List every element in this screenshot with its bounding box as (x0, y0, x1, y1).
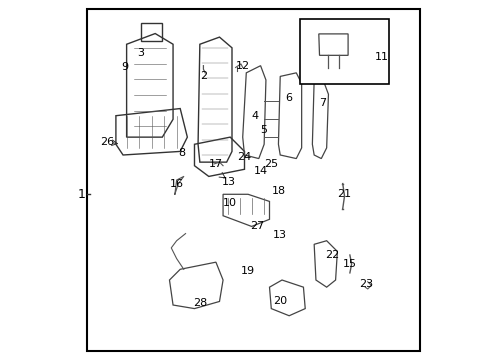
Text: 22: 22 (324, 250, 339, 260)
Text: 24: 24 (237, 152, 251, 162)
Text: 9: 9 (121, 63, 128, 72)
Text: 11: 11 (374, 52, 388, 62)
Bar (299, 19, 388, 84)
Text: 13: 13 (221, 177, 235, 187)
Text: 4: 4 (251, 111, 258, 121)
Text: 19: 19 (241, 266, 255, 276)
Text: 3: 3 (137, 48, 144, 58)
Text: 16: 16 (169, 179, 183, 189)
Text: 28: 28 (192, 298, 206, 308)
Text: 18: 18 (271, 186, 285, 196)
Text: 6: 6 (285, 93, 292, 103)
Text: 1: 1 (78, 188, 86, 201)
Text: 21: 21 (337, 189, 351, 199)
Text: 8: 8 (178, 148, 185, 158)
Text: 25: 25 (264, 159, 278, 169)
Text: 5: 5 (260, 125, 267, 135)
Text: 10: 10 (223, 198, 237, 208)
Text: 17: 17 (208, 159, 223, 169)
Text: 2: 2 (200, 71, 206, 81)
Text: 15: 15 (342, 259, 356, 269)
Text: 27: 27 (249, 221, 264, 231)
Text: 23: 23 (358, 279, 372, 289)
Text: 26: 26 (100, 138, 114, 148)
Text: 13: 13 (273, 230, 286, 240)
Text: 7: 7 (319, 98, 326, 108)
Text: 14: 14 (253, 166, 267, 176)
Text: 20: 20 (273, 296, 286, 306)
Text: 12: 12 (235, 61, 249, 71)
